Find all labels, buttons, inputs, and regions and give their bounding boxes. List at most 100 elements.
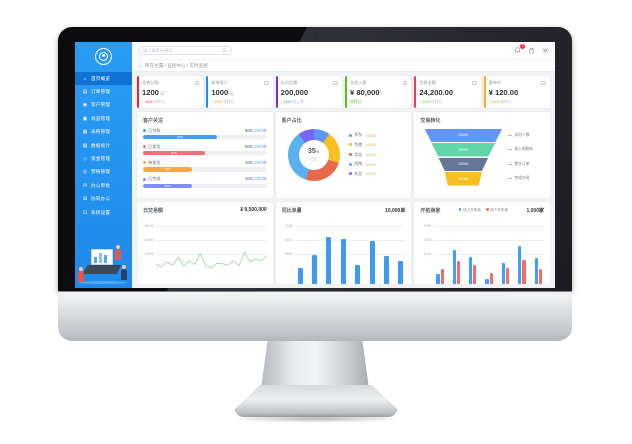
bar (501, 263, 506, 284)
sidebar-item-办公审批[interactable]: ✉ 办公审批 (75, 179, 132, 192)
funnel-layer: 25000 (431, 143, 496, 157)
legend-item: 华北 10000 (348, 152, 376, 158)
y-axis-tick: 30000 (144, 237, 154, 242)
app-logo[interactable] (75, 42, 132, 70)
donut-center-label: 35% 占比 (307, 148, 320, 161)
bar-group (501, 263, 510, 284)
donut-legend: 华东 10000 华南 10000 华北 10000 西南 10000 东北 10000 (348, 132, 376, 176)
main-area: 3 ⌂ 所在位置 / 监控中心 / 实时监控 销售总额 1200 元 ↑ 10% 较… (132, 42, 555, 288)
legend-dot (348, 133, 352, 137)
grouped-bar-legend: 线上开拓商 线下开拓商 (458, 208, 508, 213)
card-value: ¥ 120.00 (488, 88, 519, 97)
info-circle-icon[interactable] (402, 80, 408, 86)
progress-row: 待发货 400/1000单 40% (143, 160, 267, 172)
funnel-layer: 12000 (444, 172, 482, 186)
home-icon[interactable]: ⌂ (139, 62, 143, 69)
sidebar-menu: ⌂ 首页概览 ▤ 订单管理 ◉ 客户管理 ▣ 商品管理 ▦ 采购管理 ▧ 数据统计 ◇ 资金管理 ◎ 营销管理… (75, 72, 132, 219)
bar-group (452, 250, 461, 284)
line-chart: 40000 30000 20000 (143, 218, 267, 270)
logo-target-icon (95, 47, 112, 65)
label-tick (508, 178, 513, 180)
legend-item: 西南 10000 (348, 161, 376, 167)
sidebar-item-客户管理[interactable]: ◉ 客户管理 (75, 99, 132, 112)
card-title: 销售总额 (142, 80, 159, 85)
legend-dot (348, 172, 352, 176)
menu-icon: ◇ (83, 156, 87, 163)
card-title: 新增客户 (211, 80, 229, 85)
card-header: 销售总额 (142, 80, 200, 86)
legend-dot (143, 145, 146, 149)
label-tick (508, 163, 513, 165)
sidebar-item-资金管理[interactable]: ◇ 资金管理 (75, 152, 132, 165)
label-tick (508, 134, 513, 136)
bar-group (436, 269, 444, 284)
header-icons: 3 (514, 44, 549, 54)
bar (485, 278, 489, 284)
y-axis-tick: 20000 (144, 251, 154, 256)
bar (297, 268, 303, 284)
sidebar-item-数据统计[interactable]: ▧ 数据统计 (75, 139, 132, 152)
stat-card: 交易金额 24,200.00 ↓ 22% 较昨日 (414, 76, 481, 108)
y-axis-tick: 9000 (285, 223, 293, 228)
card-title: 交易金额 (419, 80, 437, 85)
y-axis-tick: 3000 (285, 251, 293, 256)
funnel-label: 完成交易 (508, 172, 533, 186)
menu-label: 首页概览 (91, 75, 111, 81)
funnel-layer: 30000 (424, 128, 503, 142)
funnel-layer: 20000 (438, 157, 489, 171)
info-circle-icon[interactable] (472, 80, 477, 86)
menu-label: 数据统计 (91, 142, 111, 148)
gear-icon[interactable] (542, 47, 549, 54)
funnel-chart: 30000 25000 20000 12000 (424, 128, 503, 186)
legend-item: 线下开拓商 (485, 208, 508, 213)
sidebar-item-首页概览[interactable]: ⌂ 首页概览 (75, 72, 132, 86)
top-bar: 3 (132, 42, 555, 59)
gridline (294, 253, 406, 255)
progress-label-row: 已发货 500/1000单 (143, 144, 267, 150)
sidebar-item-营销管理[interactable]: ◎ 营销管理 (75, 166, 132, 179)
menu-icon: ✉ (82, 182, 88, 189)
bar-chart: 9000 6000 3000 (282, 218, 406, 284)
bar (436, 274, 440, 284)
card-title: 访问总量 (280, 80, 298, 85)
screen: ⌂ 首页概览 ▤ 订单管理 ◉ 客户管理 ▣ 商品管理 ▦ 采购管理 ▧ 数据统计 ◇ 资金管理 ◎ 营销管理… (75, 42, 555, 288)
menu-icon: ⊡ (82, 209, 88, 216)
card-delta: ↑ 10% 较昨日 (142, 99, 166, 104)
progress-fill: 40% (143, 167, 193, 172)
menu-label: 办公审批 (91, 182, 111, 188)
progress-track: 60% (143, 135, 267, 140)
info-circle-icon[interactable] (333, 80, 338, 86)
info-circle-icon[interactable] (541, 80, 546, 86)
gridline (294, 239, 406, 241)
sidebar-item-协同办公[interactable]: ⊞ 协同办公 (75, 193, 132, 206)
grouped-bar-chart: 3000 2000 1000 (420, 218, 545, 284)
panel-funnel: 交易转化 30000 25000 20000 12000 访问人数 加入购物车 提交订单完… (414, 111, 551, 198)
search-input[interactable] (143, 48, 220, 53)
progress-row: 已完成 400/1000单 40% (143, 176, 267, 188)
search-icon[interactable] (222, 48, 227, 53)
menu-label: 订单管理 (91, 89, 111, 95)
funnel-label: 提交订单 (508, 158, 533, 172)
panel-value: ¥ 9,500,000 (240, 207, 267, 213)
lock-icon[interactable] (528, 47, 535, 54)
sidebar-item-订单管理[interactable]: ▤ 订单管理 (75, 85, 132, 98)
bar (369, 241, 375, 284)
bar (522, 259, 526, 284)
panel-title: 日交易额 (143, 207, 164, 214)
menu-icon: ▦ (82, 129, 88, 136)
progress-track: 40% (143, 167, 267, 172)
sidebar-item-商品管理[interactable]: ▣ 商品管理 (75, 112, 132, 125)
sidebar-item-系统设置[interactable]: ⊡ 系统设置 (75, 206, 132, 219)
card-title: 总收入额 (349, 80, 367, 85)
card-value: 1000 元 (211, 88, 234, 97)
info-circle-icon[interactable] (194, 80, 200, 86)
gridline (433, 225, 545, 227)
bar-group (485, 272, 493, 284)
donut-chart: 35% 占比 (287, 128, 340, 181)
notification-bell-icon[interactable]: 3 (514, 44, 525, 54)
search-box[interactable] (138, 45, 232, 56)
info-circle-icon[interactable] (264, 80, 269, 86)
sidebar-item-采购管理[interactable]: ▦ 采购管理 (75, 126, 132, 139)
card-header: 新增客户 (211, 80, 269, 86)
legend-item: 线上开拓商 (458, 208, 481, 213)
